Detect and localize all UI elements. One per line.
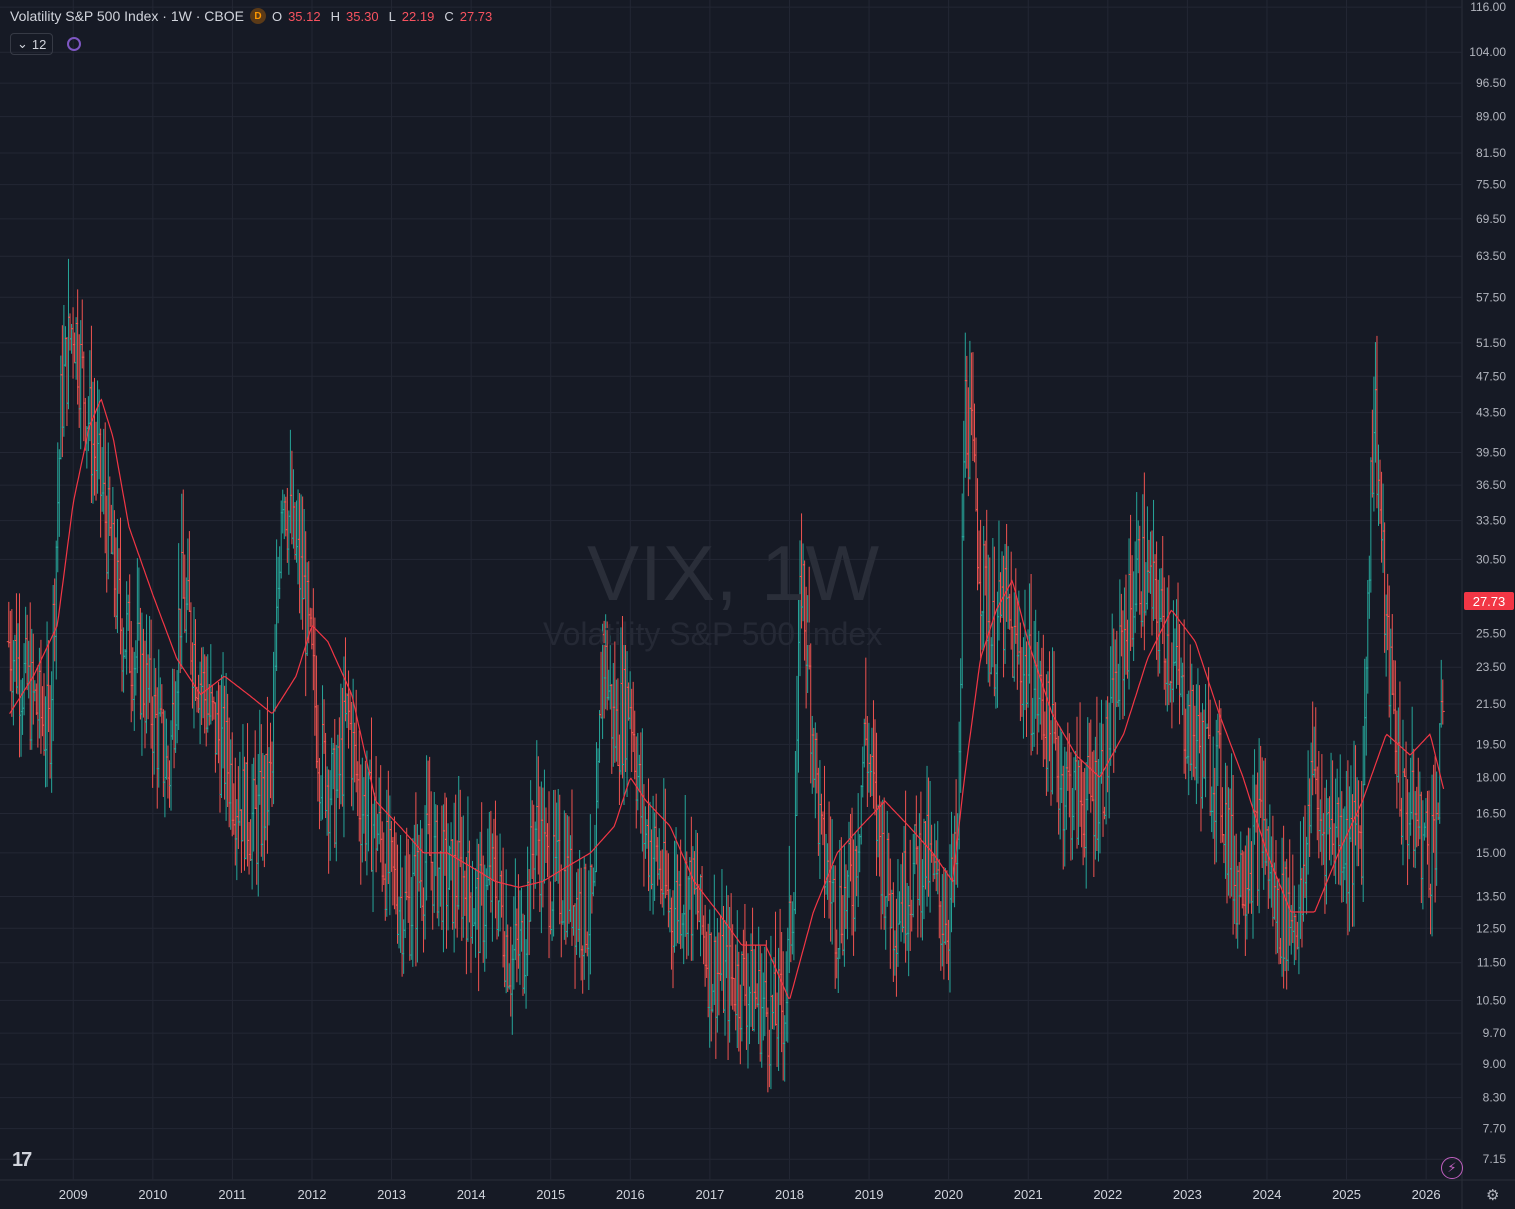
y-tick-label: 12.50: [1476, 921, 1506, 935]
watermark-symbol: VIX, 1W: [587, 529, 881, 617]
y-tick-label: 104.00: [1469, 45, 1506, 59]
x-tick-label: 2010: [138, 1187, 167, 1202]
x-tick-label: 2013: [377, 1187, 406, 1202]
y-tick-label: 75.50: [1476, 178, 1506, 192]
x-tick-label: 2020: [934, 1187, 963, 1202]
y-tick-label: 25.50: [1476, 626, 1506, 640]
open-value: 35.12: [288, 8, 321, 24]
y-tick-label: 51.50: [1476, 336, 1506, 350]
y-tick-label: 18.00: [1476, 770, 1506, 784]
x-tick-label: 2023: [1173, 1187, 1202, 1202]
high-label: H: [330, 8, 341, 24]
x-tick-label: 2011: [218, 1187, 246, 1202]
moving-average-line: [9, 398, 1445, 999]
tradingview-logo-icon[interactable]: 17: [12, 1149, 32, 1171]
close-value: 27.73: [459, 8, 493, 24]
y-tick-label: 13.50: [1476, 889, 1506, 903]
x-tick-label: 2018: [775, 1187, 804, 1202]
ma-length: 12: [31, 36, 47, 52]
x-tick-label: 2009: [59, 1187, 88, 1202]
y-tick-label: 39.50: [1476, 446, 1506, 460]
y-tick-label: 30.50: [1476, 552, 1506, 566]
sync-icon[interactable]: [67, 37, 82, 51]
y-tick-label: 43.50: [1476, 406, 1506, 420]
x-tick-label: 2012: [298, 1187, 327, 1202]
y-tick-label: 7.15: [1483, 1152, 1507, 1166]
y-tick-label: 21.50: [1476, 697, 1506, 711]
lightning-icon[interactable]: ⚡: [1441, 1157, 1463, 1179]
x-tick-label: 2021: [1014, 1187, 1043, 1202]
ma-length-toggle[interactable]: ⌄ 12: [10, 33, 54, 55]
y-tick-label: 81.50: [1476, 146, 1506, 160]
x-tick-label: 2025: [1332, 1187, 1361, 1202]
y-tick-label: 47.50: [1476, 369, 1506, 383]
open-label: O: [271, 8, 283, 24]
watermark-name: Volatility S&P 500 Index: [543, 616, 883, 652]
x-tick-label: 2015: [536, 1187, 565, 1202]
y-tick-label: 16.50: [1476, 806, 1506, 820]
y-tick-label: 33.50: [1476, 514, 1506, 528]
indicator-legend[interactable]: ⌄ 12: [10, 33, 82, 55]
data-status-badge[interactable]: D: [249, 8, 266, 24]
low-value: 22.19: [401, 8, 435, 24]
high-value: 35.30: [346, 8, 379, 24]
y-tick-label: 15.00: [1476, 846, 1506, 860]
y-tick-label: 63.50: [1476, 249, 1506, 263]
y-tick-label: 9.00: [1483, 1057, 1507, 1071]
x-tick-label: 2019: [855, 1187, 884, 1202]
y-tick-label: 9.70: [1483, 1026, 1507, 1040]
x-tick-label: 2026: [1412, 1187, 1441, 1202]
y-tick-label: 8.30: [1483, 1091, 1507, 1105]
y-tick-label: 10.50: [1476, 993, 1506, 1007]
x-tick-label: 2016: [616, 1187, 645, 1202]
y-tick-label: 57.50: [1476, 290, 1506, 304]
close-label: C: [444, 8, 454, 24]
symbol-title[interactable]: Volatility S&P 500 Index · 1W · CBOE: [10, 8, 244, 24]
last-price-badge: 27.73: [1464, 592, 1514, 610]
x-tick-label: 2017: [695, 1187, 724, 1202]
y-tick-label: 23.50: [1476, 660, 1506, 674]
x-tick-label: 2022: [1093, 1187, 1122, 1202]
x-tick-label: 2024: [1253, 1187, 1282, 1202]
y-tick-label: 69.50: [1476, 212, 1506, 226]
y-tick-label: 96.50: [1476, 76, 1506, 90]
y-tick-label: 19.50: [1476, 737, 1506, 751]
y-tick-label: 116.00: [1470, 0, 1506, 14]
gear-icon[interactable]: ⚙: [1486, 1187, 1500, 1204]
symbol-legend[interactable]: Volatility S&P 500 Index · 1W · CBOE D O…: [10, 8, 496, 24]
x-tick-label: 2014: [457, 1187, 486, 1202]
y-tick-label: 7.70: [1483, 1122, 1507, 1136]
chevron-down-icon: ⌄: [17, 36, 28, 51]
y-tick-label: 11.50: [1477, 956, 1506, 970]
y-tick-label: 89.00: [1476, 110, 1506, 124]
y-tick-label: 36.50: [1476, 478, 1506, 492]
low-label: L: [388, 8, 396, 24]
